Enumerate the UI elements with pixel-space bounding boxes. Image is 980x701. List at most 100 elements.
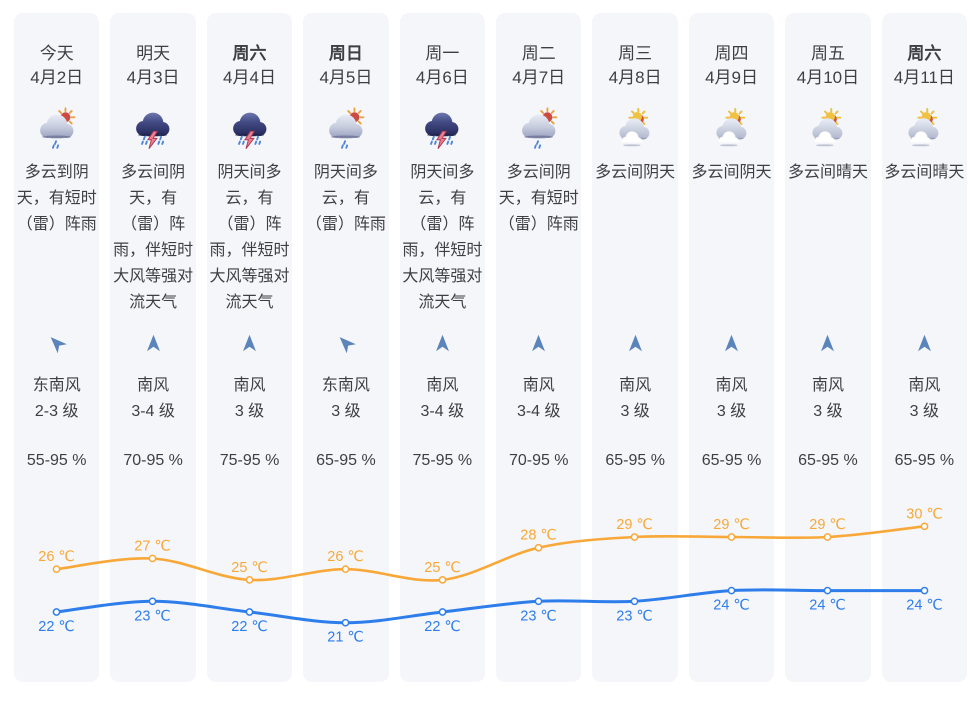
weather-description: 多云间阴天，有（雷）阵雨，伴短时大风等强对流天气 bbox=[113, 164, 194, 311]
weather-description: 多云间晴天 bbox=[787, 164, 868, 181]
wind-direction-arrow-icon bbox=[785, 332, 870, 356]
wind-direction-label: 东南风 bbox=[32, 377, 81, 394]
wind-direction-label: 南风 bbox=[137, 377, 170, 394]
wind-direction-arrow-icon bbox=[592, 332, 677, 356]
forecast-day-card: 周二 4月7日 多云间阴天，有短时（雷）阵雨 南风 3-4 级 70-95 % bbox=[496, 13, 582, 682]
wind-direction-label: 南风 bbox=[715, 377, 748, 394]
date-label: 4月6日 bbox=[415, 68, 469, 87]
day-label: 今天 bbox=[39, 44, 74, 63]
forecast-day-card: 周五 4月10日 多云间晴天 南风 3 级 65-95 % bbox=[785, 13, 871, 682]
weather-description: 多云到阴天，有短时（雷）阵雨 bbox=[16, 164, 97, 233]
wind-direction-arrow-icon bbox=[689, 332, 774, 356]
humidity-range-label: 75-95 % bbox=[412, 452, 473, 469]
date-label: 4月7日 bbox=[512, 68, 566, 87]
wind-direction-arrow-icon bbox=[496, 332, 581, 356]
wind-direction-arrow-icon bbox=[14, 332, 99, 356]
day-label: 周五 bbox=[810, 44, 845, 63]
wind-info: 南风 3 级 bbox=[689, 373, 774, 425]
date-label: 4月2日 bbox=[30, 68, 84, 87]
humidity-range-label: 65-95 % bbox=[701, 452, 762, 469]
wind-direction-label: 南风 bbox=[522, 377, 555, 394]
date-label: 4月4日 bbox=[223, 68, 276, 87]
cloud-sun-icon bbox=[689, 106, 774, 151]
humidity-range-label: 65-95 % bbox=[894, 452, 955, 469]
wind-level-label: 3 级 bbox=[620, 403, 650, 420]
wind-info: 南风 3 级 bbox=[592, 373, 677, 425]
weather-description: 阴天间多云，有（雷）阵雨，伴短时大风等强对流天气 bbox=[402, 164, 483, 311]
day-label: 周三 bbox=[618, 44, 653, 63]
forecast-day-card: 今天 4月2日 多云到阴天，有短时（雷）阵雨 东南风 2-3 级 55-95 % bbox=[14, 13, 100, 682]
forecast-day-card: 周四 4月9日 多云间阴天 南风 3 级 65-95 % bbox=[688, 13, 775, 682]
weather-description: 阴天间多云，有（雷）阵雨，伴短时大风等强对流天气 bbox=[209, 164, 290, 311]
wind-info: 东南风 2-3 级 bbox=[14, 373, 99, 425]
date-label: 4月10日 bbox=[796, 68, 860, 87]
cloud-sun-icon bbox=[592, 106, 677, 151]
wind-info: 南风 3-4 级 bbox=[110, 373, 195, 425]
wind-direction-label: 南风 bbox=[426, 377, 459, 394]
thunder-rain-icon bbox=[400, 106, 485, 151]
humidity-range-label: 65-95 % bbox=[316, 452, 376, 469]
wind-info: 东南风 3 级 bbox=[303, 373, 388, 425]
thunder-rain-icon bbox=[110, 106, 195, 151]
weather-description: 多云间阴天 bbox=[595, 164, 676, 181]
forecast-columns: 今天 4月2日 多云到阴天，有短时（雷）阵雨 东南风 2-3 级 55-95 %… bbox=[14, 13, 968, 682]
weather-description: 多云间阴天，有短时（雷）阵雨 bbox=[498, 164, 579, 233]
forecast-day-card: 周一 4月6日 阴天间多云，有（雷）阵雨，伴短时大风等强对流天气 南风 3-4 … bbox=[399, 13, 486, 682]
forecast-day-card: 周日 4月5日 阴天间多云，有（雷）阵雨 东南风 3 级 65-95 % bbox=[303, 13, 389, 682]
wind-info: 南风 3-4 级 bbox=[496, 373, 581, 425]
date-label: 4月11日 bbox=[893, 68, 955, 87]
day-label: 周四 bbox=[714, 44, 749, 63]
date-label: 4月9日 bbox=[705, 68, 758, 87]
wind-level-label: 3 级 bbox=[716, 403, 747, 420]
forecast-day-card: 周三 4月8日 多云间阴天 南风 3 级 65-95 % bbox=[592, 13, 678, 682]
humidity-range-label: 65-95 % bbox=[605, 452, 665, 469]
wind-direction-arrow-icon bbox=[207, 332, 292, 356]
day-label: 周二 bbox=[521, 44, 556, 63]
wind-info: 南风 3-4 级 bbox=[400, 373, 485, 425]
humidity-range-label: 65-95 % bbox=[798, 452, 858, 469]
thunder-rain-icon bbox=[207, 106, 292, 151]
humidity-range-label: 75-95 % bbox=[219, 452, 280, 469]
wind-direction-arrow-icon bbox=[400, 332, 485, 356]
wind-level-label: 3 级 bbox=[813, 403, 843, 420]
wind-direction-label: 南风 bbox=[811, 377, 844, 394]
cloud-sun-rain-icon bbox=[496, 106, 581, 151]
wind-direction-label: 南风 bbox=[619, 377, 652, 394]
wind-info: 南风 3 级 bbox=[207, 373, 292, 425]
day-label: 周六 bbox=[232, 44, 267, 63]
day-label: 周日 bbox=[328, 44, 363, 63]
weather-description: 多云间晴天 bbox=[884, 164, 965, 181]
weather-description: 阴天间多云，有（雷）阵雨 bbox=[305, 164, 386, 233]
forecast-day-card: 周六 4月11日 多云间晴天 南风 3 级 65-95 % bbox=[881, 13, 968, 682]
date-label: 4月5日 bbox=[319, 68, 373, 87]
wind-level-label: 3-4 级 bbox=[516, 403, 561, 420]
wind-level-label: 3 级 bbox=[331, 403, 361, 420]
day-label: 明天 bbox=[136, 44, 171, 63]
wind-level-label: 3-4 级 bbox=[420, 403, 465, 420]
forecast-day-card: 周六 4月4日 阴天间多云，有（雷）阵雨，伴短时大风等强对流天气 南风 3 级 … bbox=[206, 13, 293, 682]
cloud-sun-icon bbox=[785, 106, 870, 151]
wind-level-label: 3 级 bbox=[909, 403, 940, 420]
wind-level-label: 3 级 bbox=[234, 403, 265, 420]
wind-direction-arrow-icon bbox=[882, 332, 967, 356]
cloud-sun-rain-icon bbox=[14, 106, 99, 151]
day-label: 周一 bbox=[425, 44, 460, 63]
wind-direction-arrow-icon bbox=[110, 332, 195, 356]
cloud-sun-icon bbox=[882, 106, 967, 151]
wind-direction-label: 东南风 bbox=[321, 377, 370, 394]
forecast-day-card: 明天 4月3日 多云间阴天，有（雷）阵雨，伴短时大风等强对流天气 南风 3-4 … bbox=[110, 13, 196, 682]
weather-description: 多云间阴天 bbox=[691, 164, 772, 181]
humidity-range-label: 70-95 % bbox=[508, 452, 569, 469]
cloud-sun-rain-icon bbox=[303, 106, 388, 151]
wind-level-label: 3-4 级 bbox=[131, 403, 175, 420]
wind-level-label: 2-3 级 bbox=[34, 403, 79, 420]
humidity-range-label: 70-95 % bbox=[123, 452, 183, 469]
wind-direction-arrow-icon bbox=[303, 332, 388, 356]
date-label: 4月3日 bbox=[126, 68, 180, 87]
day-label: 周六 bbox=[907, 44, 942, 63]
date-label: 4月8日 bbox=[608, 68, 662, 87]
wind-direction-label: 南风 bbox=[908, 377, 941, 394]
wind-info: 南风 3 级 bbox=[882, 373, 967, 425]
humidity-range-label: 55-95 % bbox=[26, 452, 87, 469]
